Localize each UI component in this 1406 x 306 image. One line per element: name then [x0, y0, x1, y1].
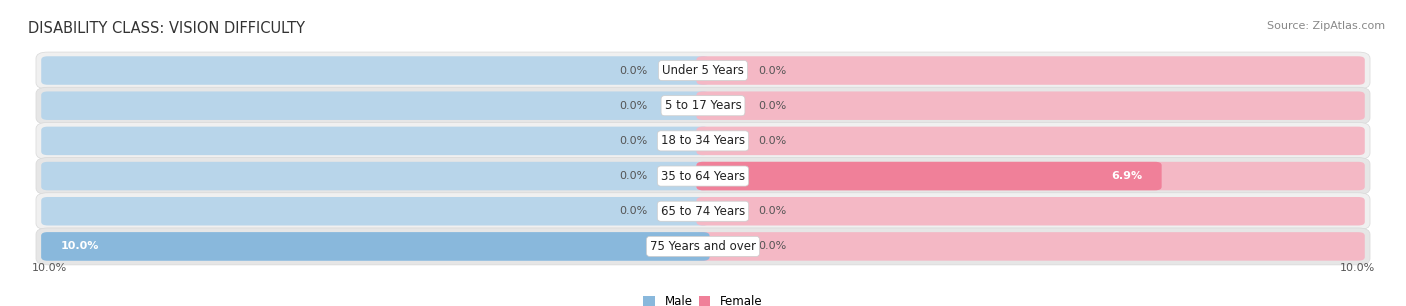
FancyBboxPatch shape — [696, 162, 1365, 190]
FancyBboxPatch shape — [41, 197, 710, 226]
FancyBboxPatch shape — [696, 56, 1365, 85]
Legend: Male, Female: Male, Female — [638, 290, 768, 306]
Text: DISABILITY CLASS: VISION DIFFICULTY: DISABILITY CLASS: VISION DIFFICULTY — [28, 21, 305, 36]
Text: 0.0%: 0.0% — [619, 101, 647, 111]
FancyBboxPatch shape — [41, 232, 710, 261]
Text: 6.9%: 6.9% — [1111, 171, 1142, 181]
Text: 35 to 64 Years: 35 to 64 Years — [661, 170, 745, 183]
Text: 10.0%: 10.0% — [1340, 263, 1375, 273]
FancyBboxPatch shape — [37, 193, 1369, 230]
FancyBboxPatch shape — [696, 162, 1161, 190]
FancyBboxPatch shape — [696, 197, 1365, 226]
FancyBboxPatch shape — [37, 122, 1369, 159]
FancyBboxPatch shape — [696, 91, 1365, 120]
Text: 0.0%: 0.0% — [619, 136, 647, 146]
FancyBboxPatch shape — [41, 162, 710, 190]
FancyBboxPatch shape — [41, 91, 710, 120]
FancyBboxPatch shape — [696, 127, 1365, 155]
Text: 0.0%: 0.0% — [759, 206, 787, 216]
FancyBboxPatch shape — [41, 127, 710, 155]
Text: 65 to 74 Years: 65 to 74 Years — [661, 205, 745, 218]
Text: Under 5 Years: Under 5 Years — [662, 64, 744, 77]
FancyBboxPatch shape — [41, 232, 710, 261]
Text: 0.0%: 0.0% — [759, 101, 787, 111]
FancyBboxPatch shape — [37, 87, 1369, 124]
FancyBboxPatch shape — [41, 56, 710, 85]
Text: 18 to 34 Years: 18 to 34 Years — [661, 134, 745, 147]
Text: 10.0%: 10.0% — [60, 241, 100, 252]
FancyBboxPatch shape — [37, 228, 1369, 265]
FancyBboxPatch shape — [696, 232, 1365, 261]
Text: 10.0%: 10.0% — [31, 263, 66, 273]
Text: 0.0%: 0.0% — [619, 65, 647, 76]
Text: 0.0%: 0.0% — [619, 171, 647, 181]
Text: 0.0%: 0.0% — [759, 136, 787, 146]
Text: 5 to 17 Years: 5 to 17 Years — [665, 99, 741, 112]
Text: 0.0%: 0.0% — [759, 65, 787, 76]
Text: Source: ZipAtlas.com: Source: ZipAtlas.com — [1267, 21, 1385, 32]
FancyBboxPatch shape — [37, 52, 1369, 89]
FancyBboxPatch shape — [37, 158, 1369, 195]
Text: 75 Years and over: 75 Years and over — [650, 240, 756, 253]
Text: 0.0%: 0.0% — [759, 241, 787, 252]
Text: 0.0%: 0.0% — [619, 206, 647, 216]
